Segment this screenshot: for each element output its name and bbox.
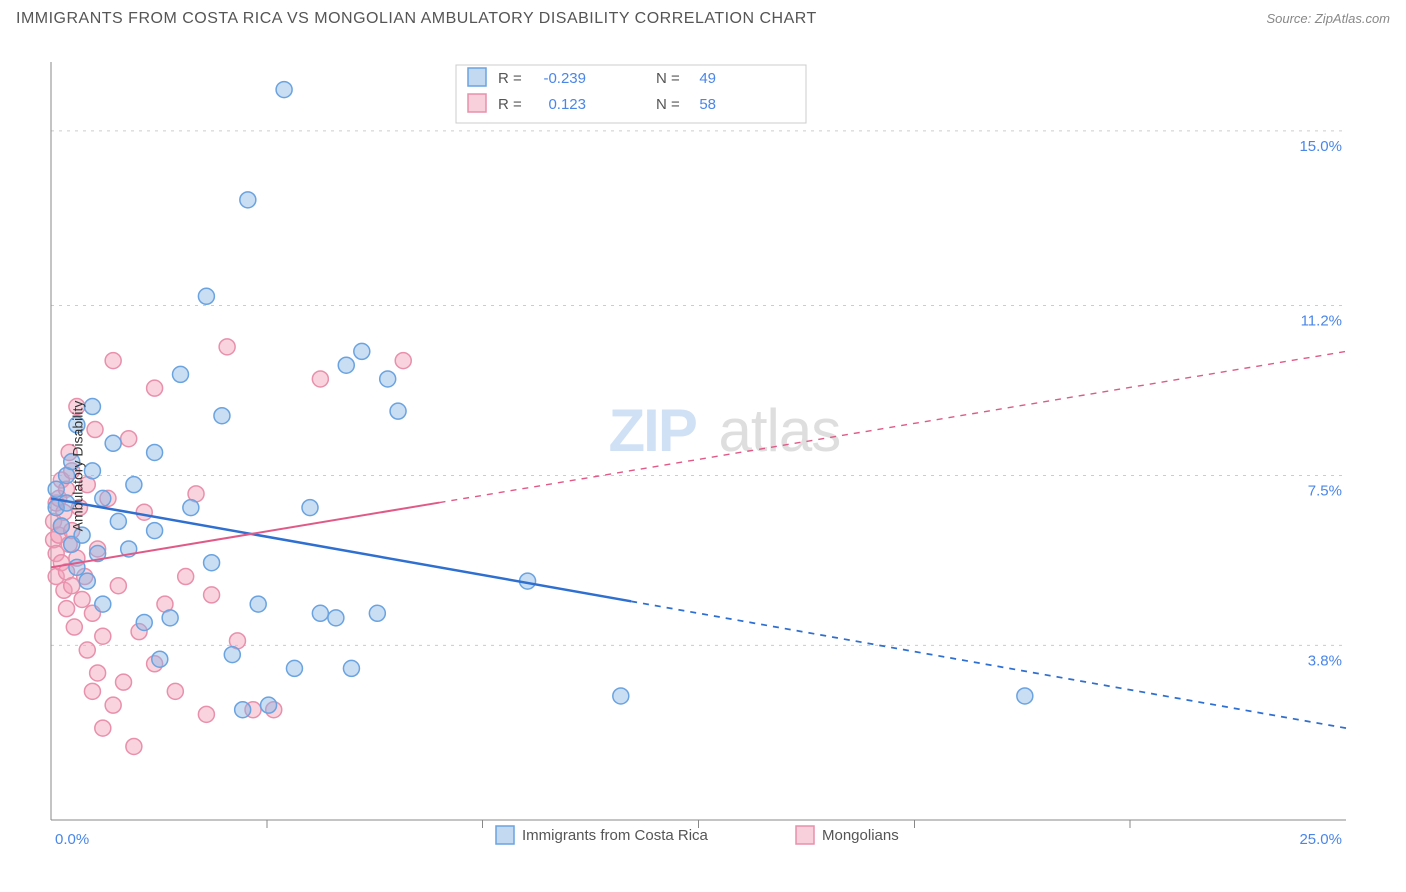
legend-label-blue: Immigrants from Costa Rica (522, 827, 709, 844)
x-tick-label: 0.0% (55, 831, 89, 848)
trend-pink-dash (440, 351, 1347, 502)
y-tick-label: 15.0% (1299, 138, 1342, 155)
x-tick-label: 25.0% (1299, 831, 1342, 848)
legend-swatch-blue (496, 826, 514, 844)
svg-text:58: 58 (699, 96, 716, 113)
chart-container: Ambulatory Disability 3.8% 7.5% 11.2% 15.0%… (16, 40, 1390, 892)
source-attribution: Source: ZipAtlas.com (1266, 11, 1390, 26)
svg-text:49: 49 (699, 70, 716, 87)
scatter-chart: 3.8% 7.5% 11.2% 15.0% 0.0% 25.0% ZIP atlas R = -0… (16, 40, 1356, 860)
y-tick-label: 7.5% (1308, 482, 1342, 499)
svg-text:R =: R = (498, 96, 522, 113)
trend-blue-dash (631, 601, 1346, 728)
series-blue (48, 82, 1033, 718)
correlation-legend: R = -0.239 N = 49 R = 0.123 N = 58 (456, 65, 806, 123)
svg-text:ZIP: ZIP (609, 397, 696, 464)
legend-label-pink: Mongolians (822, 827, 899, 844)
y-tick-label: 11.2% (1301, 312, 1342, 329)
svg-text:R =: R = (498, 70, 522, 87)
chart-title: IMMIGRANTS FROM COSTA RICA VS MONGOLIAN … (16, 10, 817, 28)
y-axis-label: Ambulatory Disability (69, 401, 85, 532)
watermark: ZIP atlas (609, 397, 841, 464)
svg-text:-0.239: -0.239 (543, 70, 586, 87)
svg-text:0.123: 0.123 (548, 96, 586, 113)
svg-text:N =: N = (656, 70, 680, 87)
legend-swatch-pink (796, 826, 814, 844)
y-tick-label: 3.8% (1308, 652, 1342, 669)
trend-blue (51, 498, 631, 601)
svg-text:atlas: atlas (719, 397, 841, 464)
svg-text:N =: N = (656, 96, 680, 113)
